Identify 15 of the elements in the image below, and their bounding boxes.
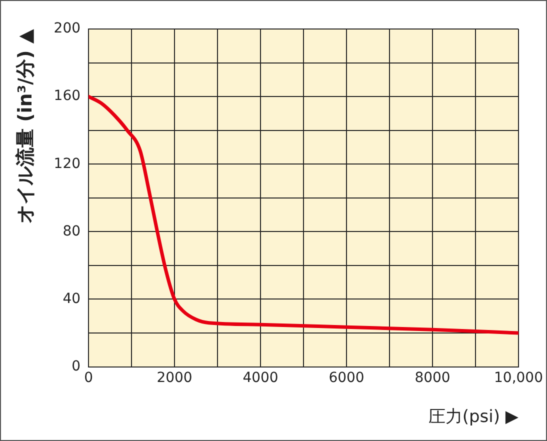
- x-tick-label: 6000: [328, 370, 364, 386]
- y-tick-label: 200: [54, 20, 81, 37]
- y-tick-label: 40: [62, 290, 81, 307]
- x-tick-label: 8000: [414, 370, 450, 386]
- y-tick-label: 80: [62, 223, 81, 240]
- line-series: [88, 94, 519, 335]
- y-axis-title: オイル流量 (in³/分) ▲: [14, 28, 36, 224]
- y-tick-label: 0: [72, 358, 81, 374]
- x-tick-label: 2000: [156, 370, 192, 386]
- x-axis-title: 圧力(psi) ▶: [428, 407, 520, 428]
- x-tick-label: 4000: [242, 370, 278, 386]
- y-tick-label: 160: [54, 88, 81, 104]
- x-tick-label: 0: [84, 370, 93, 386]
- y-tick-label: 120: [54, 156, 81, 172]
- x-tick-label: 10,000: [494, 370, 544, 386]
